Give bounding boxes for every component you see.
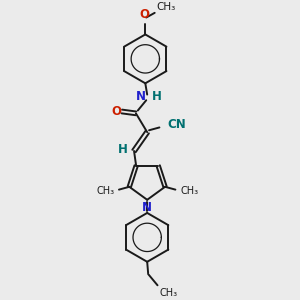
Text: N: N — [142, 201, 152, 214]
Text: N: N — [136, 90, 146, 103]
Text: O: O — [111, 105, 121, 118]
Text: CH₃: CH₃ — [180, 186, 198, 196]
Text: H: H — [118, 142, 128, 156]
Text: O: O — [140, 8, 149, 21]
Text: H: H — [152, 90, 162, 103]
Text: CH₃: CH₃ — [96, 186, 114, 196]
Text: CN: CN — [167, 118, 186, 131]
Text: CH₃: CH₃ — [157, 2, 176, 12]
Text: CH₃: CH₃ — [159, 288, 178, 298]
